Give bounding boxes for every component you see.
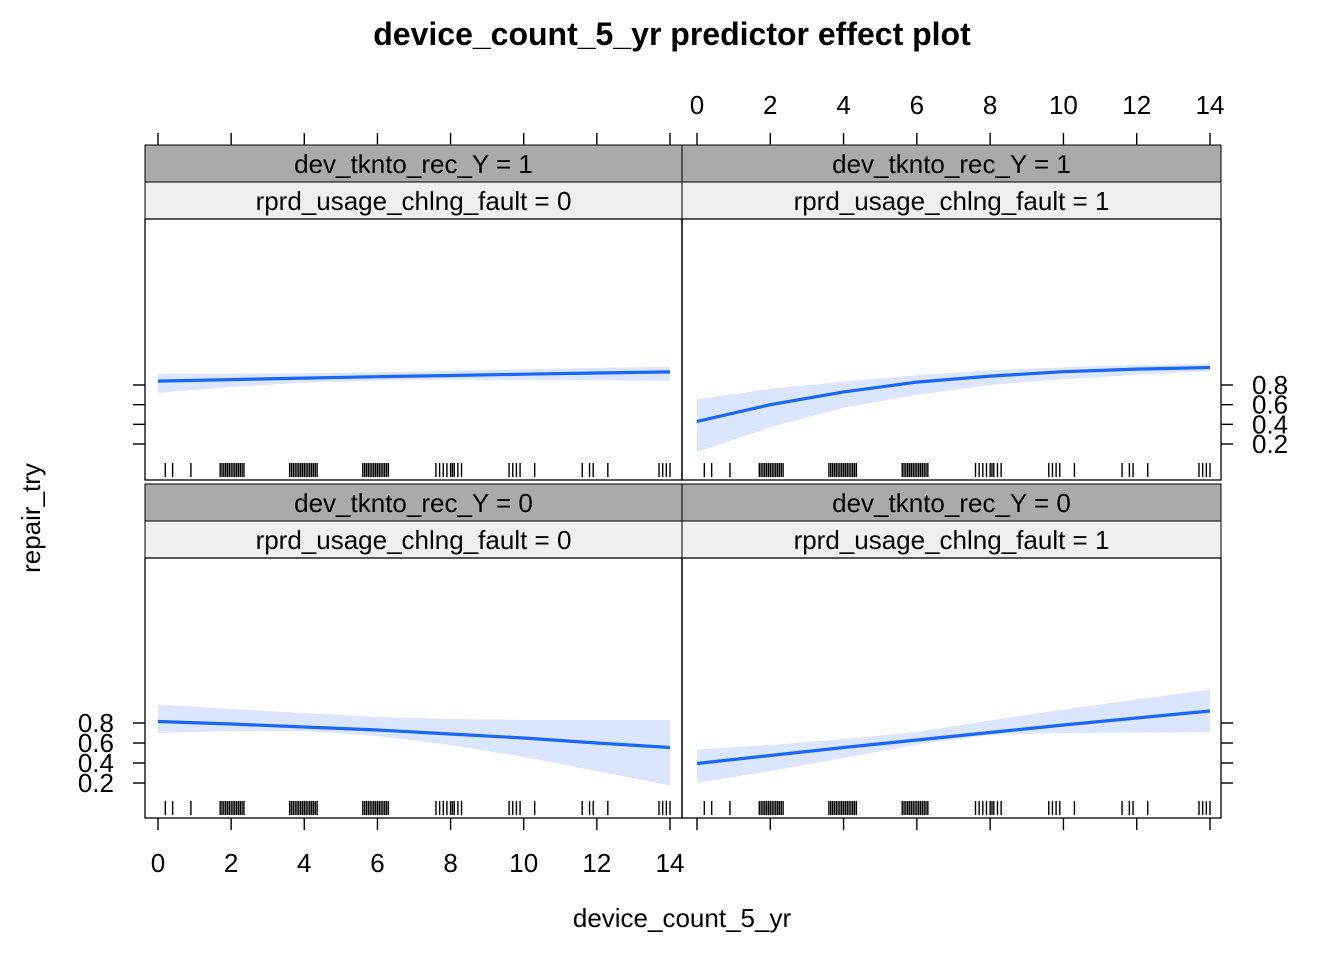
x-tick-label-top: 6 — [910, 90, 924, 120]
x-tick-label-bottom: 2 — [224, 848, 238, 878]
strip-label-outer: dev_tknto_rec_Y = 0 — [832, 488, 1071, 518]
rug — [164, 463, 671, 477]
strip-label-outer: dev_tknto_rec_Y = 1 — [832, 149, 1071, 179]
rug — [164, 801, 671, 815]
plot-area — [696, 363, 1211, 452]
x-tick-label-top: 12 — [1122, 90, 1151, 120]
fit-line — [696, 709, 1211, 766]
fit-line — [157, 719, 671, 750]
plot-area — [157, 704, 671, 786]
y-tick-label-left: 0.4 — [78, 748, 114, 778]
strip-inner — [681, 520, 1222, 559]
plot-area — [157, 366, 671, 393]
strip-label-inner: rprd_usage_chlng_fault = 0 — [256, 525, 572, 555]
y-tick-label-right: 0.8 — [1252, 370, 1288, 400]
y-tick-label-right: 0.6 — [1252, 390, 1288, 420]
x-tick-label-bottom: 8 — [443, 848, 457, 878]
x-tick-label-bottom: 6 — [370, 848, 384, 878]
panel-4: dev_tknto_rec_Y = 0 rprd_usage_chlng_faul… — [681, 483, 1222, 819]
strip-label-inner: rprd_usage_chlng_fault = 1 — [794, 525, 1110, 555]
y-axis-label: repair_try — [16, 463, 46, 573]
fit-line — [157, 370, 671, 383]
strip-label-inner: rprd_usage_chlng_fault = 1 — [794, 186, 1110, 216]
strip-outer — [144, 483, 683, 522]
x-axis-label: device_count_5_yr — [573, 903, 792, 933]
strip-inner — [144, 181, 683, 220]
chart-title: device_count_5_yr predictor effect plot — [373, 16, 971, 52]
x-tick-label-bottom: 10 — [509, 848, 538, 878]
x-tick-label-top: 2 — [763, 90, 777, 120]
y-tick-label-right: 0.2 — [1252, 429, 1288, 459]
y-tick-label-right: 0.4 — [1252, 409, 1288, 439]
y-tick-label-left: 0.8 — [78, 708, 114, 738]
x-tick-label-top: 14 — [1196, 90, 1225, 120]
panel-3: dev_tknto_rec_Y = 0 rprd_usage_chlng_faul… — [144, 483, 683, 819]
confidence-band — [697, 363, 1210, 452]
panel-frame — [144, 557, 683, 819]
strip-label-outer: dev_tknto_rec_Y = 0 — [294, 488, 533, 518]
x-tick-label-top: 4 — [836, 90, 850, 120]
strip-inner — [681, 181, 1222, 220]
rug — [703, 801, 1211, 815]
panel-2: dev_tknto_rec_Y = 1 rprd_usage_chlng_faul… — [681, 144, 1222, 481]
fit-line — [696, 365, 1211, 423]
x-tick-label-top: 8 — [983, 90, 997, 120]
panel-frame — [681, 218, 1222, 481]
strip-outer — [144, 144, 683, 183]
y-tick-label-left: 0.2 — [78, 768, 114, 798]
strip-outer — [681, 483, 1222, 522]
panel-1: dev_tknto_rec_Y = 1 rprd_usage_chlng_faul… — [144, 144, 683, 481]
axes: 0 2 4 6 8 10 12 140 2 4 6 8 10 12 140.20.40.60.80.20.4… — [78, 90, 1288, 878]
x-tick-label-bottom: 14 — [656, 848, 685, 878]
panel-frame — [144, 218, 683, 481]
confidence-band — [158, 704, 670, 786]
rug — [703, 463, 1211, 477]
x-tick-label-bottom: 12 — [582, 848, 611, 878]
panel-frame — [681, 557, 1222, 819]
plot-area — [696, 689, 1211, 783]
x-tick-label-top: 10 — [1049, 90, 1078, 120]
x-tick-label-bottom: 4 — [297, 848, 311, 878]
strip-label-inner: rprd_usage_chlng_fault = 0 — [256, 186, 572, 216]
strip-outer — [681, 144, 1222, 183]
x-tick-label-top: 0 — [690, 90, 704, 120]
x-tick-label-bottom: 0 — [151, 848, 165, 878]
strip-label-outer: dev_tknto_rec_Y = 1 — [294, 149, 533, 179]
y-tick-label-left: 0.6 — [78, 728, 114, 758]
panels-layer: dev_tknto_rec_Y = 1 rprd_usage_chlng_faul… — [78, 90, 1288, 878]
strip-inner — [144, 520, 683, 559]
